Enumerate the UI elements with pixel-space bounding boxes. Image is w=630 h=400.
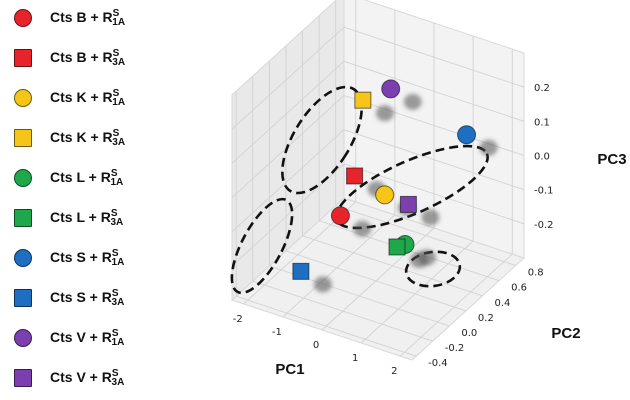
legend-item: Cts K + RS1A [14,83,125,113]
gridline [343,129,525,191]
data-point-square [354,91,372,109]
tick-label: 0.1 [534,117,550,128]
legend-item: Cts S + RS3A [14,283,124,313]
legend-marker [14,169,32,187]
gridline [282,214,396,318]
point-shadow [403,93,422,110]
legend-item: Cts B + RS1A [14,3,125,33]
data-point-circle [457,125,477,145]
gridline [231,26,345,130]
legend-marker [14,9,32,27]
tick-label: 0.0 [534,152,550,163]
data-point-square [388,238,406,256]
gridline [231,61,345,164]
x-axis-label: PC1 [275,361,304,378]
point-shadow [479,139,498,156]
data-points [292,79,477,280]
legend-label: Cts V + RS1A [50,328,125,348]
data-point-square [399,195,417,213]
legend-marker [14,249,32,267]
tick-label: 0.8 [528,268,544,279]
tick-label: -0.1 [534,186,554,197]
tick-label: 0.6 [511,283,527,294]
legend-marker [14,209,32,227]
tick-label: -0.2 [534,220,554,231]
legend-item: Cts S + RS1A [14,243,124,273]
y-axis-label: PC2 [551,325,580,342]
legend-label: Cts K + RS1A [50,88,126,108]
tick-label: -0.4 [428,358,448,369]
point-shadow [409,251,428,268]
gridline [335,205,516,266]
legend-item: Cts L + RS1A [14,163,123,193]
data-point-circle [381,79,401,99]
tick-labels: -2-1012-0.4-0.20.00.20.40.60.8-0.2-0.10.… [233,83,554,377]
tick-label: 0 [313,340,319,351]
legend-item: Cts B + RS3A [14,43,125,73]
legend-item: Cts V + RS3A [14,363,124,393]
legend-label: Cts L + RS3A [50,208,124,228]
axis-panes [231,0,525,361]
data-point-square [292,262,310,280]
gridline [302,235,483,297]
point-shadow [375,105,394,122]
legend-marker [14,129,32,147]
cluster-outline [230,197,294,295]
legend-label: Cts B + RS3A [50,48,126,68]
tick-label: 0.2 [534,83,550,94]
legend-marker [14,369,32,387]
tick-label: 1 [352,353,358,364]
legend: Cts B + RS1A Cts B + RS3A Cts K + RS1A C… [0,0,200,400]
data-point-circle [375,185,395,205]
legend-item: Cts V + RS1A [14,323,124,353]
z-axis-label: PC3 [597,151,626,168]
tick-label: 0.0 [461,328,477,339]
legend-label: Cts B + RS1A [50,8,126,28]
gridline [231,129,345,232]
legend-item: Cts K + RS3A [14,123,125,153]
tick-label: -1 [272,327,282,338]
legend-label: Cts V + RS3A [50,368,125,388]
gridline [343,26,525,88]
point-shadow [421,209,440,226]
gridline [236,295,417,357]
legend-marker [14,329,32,347]
cluster-outline [281,85,363,195]
tick-label: 2 [391,366,397,377]
legend-marker [14,89,32,107]
data-point-circle [330,206,350,226]
gridline [343,163,525,225]
legend-item: Cts L + RS3A [14,203,123,233]
legend-marker [14,289,32,307]
legend-label: Cts S + RS1A [50,248,125,268]
data-point-square [346,167,364,185]
gridline [252,280,433,342]
gridline [399,253,513,357]
point-shadow [353,220,372,237]
legend-label: Cts L + RS1A [50,168,124,188]
gridline [321,227,435,331]
gridline [285,250,467,312]
tick-label: -2 [233,314,243,325]
tick-label: 0.2 [478,313,494,324]
cluster-outlines [230,85,489,295]
legend-marker [14,49,32,67]
legend-label: Cts K + RS3A [50,128,126,148]
tick-label: 0.4 [495,298,511,309]
gridline [343,60,525,122]
tick-label: -0.2 [445,343,465,354]
legend-label: Cts S + RS3A [50,288,125,308]
point-shadow [313,276,332,293]
